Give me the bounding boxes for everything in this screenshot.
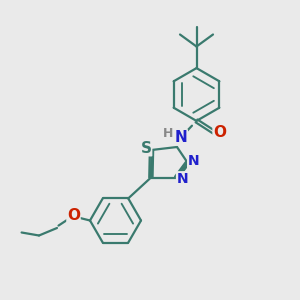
- Text: O: O: [213, 125, 226, 140]
- Text: S: S: [141, 141, 152, 156]
- Text: N: N: [188, 154, 199, 168]
- Text: O: O: [67, 208, 80, 224]
- Text: N: N: [175, 130, 187, 145]
- Text: N: N: [177, 172, 188, 186]
- Text: H: H: [163, 127, 173, 140]
